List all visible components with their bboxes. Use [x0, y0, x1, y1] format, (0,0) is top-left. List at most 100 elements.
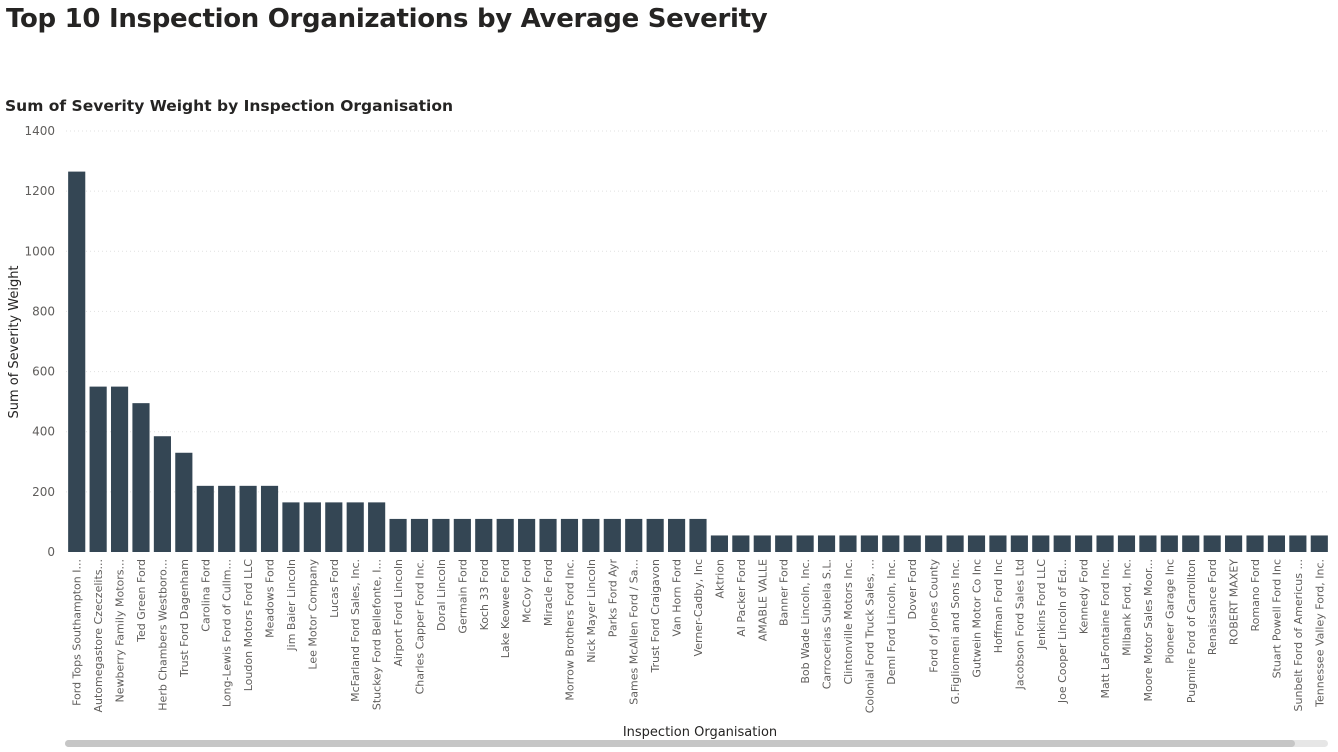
bar[interactable] — [753, 535, 771, 552]
bar[interactable] — [582, 518, 600, 552]
scrollbar-thumb[interactable] — [65, 740, 1295, 747]
x-tick-label: Germain Ford — [456, 559, 469, 634]
x-tick-label: Romano Ford — [1249, 559, 1262, 632]
x-tick-label: Koch 33 Ford — [478, 559, 491, 630]
x-tick-label: Sames McAllen Ford / Sa... — [628, 559, 641, 705]
bar[interactable] — [325, 502, 343, 552]
bar[interactable] — [689, 518, 707, 552]
bar[interactable] — [432, 518, 450, 552]
horizontal-scrollbar[interactable] — [65, 740, 1328, 747]
bar[interactable] — [153, 436, 171, 552]
bar[interactable] — [860, 535, 878, 552]
x-tick-label: Long-Lewis Ford of Cullm... — [221, 559, 234, 707]
bar[interactable] — [1182, 535, 1200, 552]
bar[interactable] — [496, 518, 514, 552]
x-tick-label: Jenkins Ford LLC — [1035, 559, 1048, 650]
bar[interactable] — [1289, 535, 1307, 552]
bar[interactable] — [410, 518, 429, 552]
x-tick-label: Doral Lincoln — [435, 559, 448, 631]
x-tick-label: Lake Keowee Ford — [499, 559, 512, 658]
bar[interactable] — [475, 518, 493, 552]
x-tick-label: Morrow Brothers Ford Inc. — [563, 559, 576, 701]
bar[interactable] — [196, 485, 214, 552]
bar[interactable] — [1010, 535, 1028, 552]
bar[interactable] — [903, 535, 921, 552]
x-tick-label: Clintonville Motors Inc. — [842, 559, 855, 685]
bar[interactable] — [946, 535, 964, 552]
bar[interactable] — [260, 485, 279, 552]
bar[interactable] — [303, 502, 321, 552]
bar[interactable] — [1053, 535, 1071, 552]
bar[interactable] — [796, 535, 814, 552]
x-tick-label: Bob Wade Lincoln, Inc. — [799, 559, 812, 684]
y-tick-label: 800 — [32, 304, 55, 318]
bar[interactable] — [282, 502, 300, 552]
x-tick-label: Lee Motor Company — [306, 559, 319, 670]
y-tick-label: 0 — [47, 545, 55, 559]
x-tick-label: Newberry Family Motors... — [114, 559, 127, 703]
x-tick-label: Al Packer Ford — [735, 559, 748, 637]
bar[interactable] — [539, 518, 557, 552]
bar[interactable] — [732, 535, 750, 552]
bar[interactable] — [110, 386, 129, 552]
bar[interactable] — [368, 502, 386, 552]
bar[interactable] — [218, 485, 236, 552]
bar[interactable] — [1075, 535, 1093, 552]
bar[interactable] — [967, 535, 986, 552]
x-axis-label: Inspection Organisation — [623, 725, 777, 740]
y-tick-label: 400 — [32, 425, 55, 439]
x-tick-label: Deml Ford Lincoln, Inc. — [885, 559, 898, 685]
bar[interactable] — [882, 535, 900, 552]
bar[interactable] — [1117, 535, 1136, 552]
x-tick-label: Trust Ford Dagenham — [178, 559, 191, 678]
x-tick-label: Sunbelt Ford of Americus ... — [1292, 559, 1305, 711]
bar[interactable] — [453, 518, 471, 552]
x-tick-label: Carolina Ford — [199, 559, 212, 632]
bar[interactable] — [560, 518, 579, 552]
bar[interactable] — [175, 452, 193, 552]
x-tick-label: Meadows Ford — [264, 559, 277, 638]
x-tick-label: Airport Ford Lincoln — [392, 559, 405, 667]
bar[interactable] — [775, 535, 793, 552]
bar[interactable] — [89, 386, 107, 552]
bar[interactable] — [68, 171, 86, 552]
bar[interactable] — [1310, 535, 1328, 552]
bar[interactable] — [603, 518, 621, 552]
bar[interactable] — [346, 502, 364, 552]
x-tick-label: Milbank Ford, Inc. — [1120, 559, 1133, 656]
bar[interactable] — [668, 518, 686, 552]
x-tick-label: Gutwein Motor Co Inc — [971, 559, 984, 678]
bar[interactable] — [239, 485, 257, 552]
bar[interactable] — [1225, 535, 1243, 552]
bar[interactable] — [817, 535, 836, 552]
x-tick-label: Herb Chambers Westboro... — [156, 559, 169, 711]
bar[interactable] — [1203, 535, 1221, 552]
x-tick-label: Hoffman Ford Inc — [992, 559, 1005, 653]
bar[interactable] — [1267, 535, 1286, 552]
x-tick-label: Stuckey Ford Bellefonte, I... — [371, 559, 384, 710]
bar[interactable] — [1139, 535, 1157, 552]
x-tick-label: Banner Ford — [778, 559, 791, 626]
x-tick-label: Verner-Cadby, Inc — [692, 559, 705, 656]
bar[interactable] — [389, 518, 407, 552]
x-tick-label: Carrocerias Subiela S.L. — [821, 559, 834, 689]
bar[interactable] — [1160, 535, 1178, 552]
bar[interactable] — [710, 535, 728, 552]
bar[interactable] — [839, 535, 857, 552]
bar[interactable] — [625, 518, 643, 552]
y-tick-label: 1000 — [24, 244, 55, 258]
bar[interactable] — [1246, 535, 1264, 552]
x-tick-label: Renaissance Ford — [1206, 559, 1219, 655]
bar[interactable] — [925, 535, 943, 552]
bar[interactable] — [518, 518, 536, 552]
x-tick-label: Miracle Ford — [542, 559, 555, 626]
bar[interactable] — [989, 535, 1007, 552]
bar[interactable] — [646, 518, 664, 552]
bar[interactable] — [1032, 535, 1050, 552]
bar[interactable] — [1096, 535, 1114, 552]
page-title: Top 10 Inspection Organizations by Avera… — [6, 4, 768, 34]
bar[interactable] — [132, 403, 150, 552]
x-tick-label: Joe Cooper Lincoln of Ed... — [1056, 559, 1069, 704]
x-tick-label: Trust Ford Craigavon — [649, 559, 662, 674]
